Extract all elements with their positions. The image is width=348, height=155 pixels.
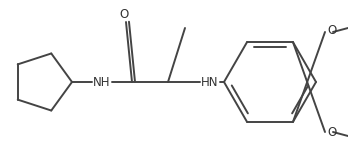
Text: O: O	[327, 24, 336, 38]
Text: O: O	[119, 9, 129, 22]
Text: O: O	[327, 126, 336, 140]
Text: HN: HN	[201, 75, 219, 89]
Text: NH: NH	[93, 75, 111, 89]
